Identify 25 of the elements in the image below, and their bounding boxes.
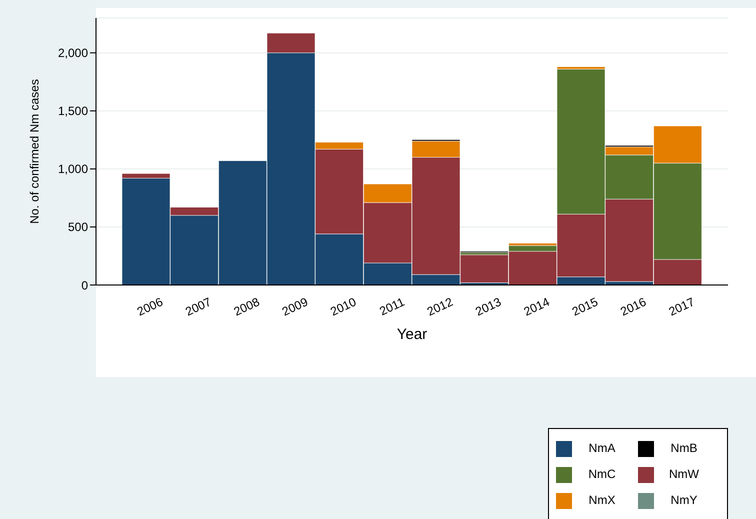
x-axis-title: Year <box>396 326 428 343</box>
y-axis-title: No. of confirmed Nm cases <box>27 79 42 224</box>
y-tick-label: 2,000 <box>58 46 88 60</box>
x-tick-label: 2014 <box>522 294 552 319</box>
x-tick-label: 2006 <box>134 294 166 319</box>
y-tick-label: 500 <box>68 220 88 234</box>
x-tick-label: 2009 <box>280 294 310 319</box>
x-tick-label: 2010 <box>328 294 359 319</box>
y-tick-label: 0 <box>81 278 88 292</box>
legend-label: NmB <box>670 440 698 457</box>
legend-label: NmX <box>588 492 616 509</box>
x-tick-label: 2008 <box>232 294 262 319</box>
x-tick-label: 2015 <box>570 294 600 319</box>
x-tick-label: 2007 <box>183 294 214 319</box>
y-tick-label: 1,000 <box>58 162 88 176</box>
legend-label: NmW <box>668 466 700 483</box>
x-tick-label: 2016 <box>618 294 649 319</box>
legend-label: NmY <box>670 492 698 509</box>
x-tick-label: 2012 <box>424 294 456 319</box>
legend-label: NmA <box>588 440 616 457</box>
x-tick-label: 2011 <box>377 294 407 318</box>
x-tick-label: 2013 <box>473 294 504 319</box>
x-tick-label: 2017 <box>666 294 697 319</box>
y-tick-label: 1,500 <box>58 104 88 118</box>
legend-label: NmC <box>587 466 617 483</box>
